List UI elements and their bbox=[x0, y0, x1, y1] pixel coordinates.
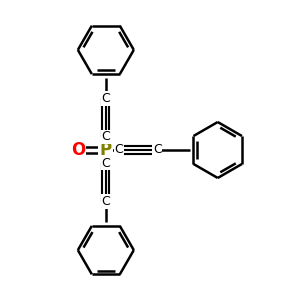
Text: C: C bbox=[101, 195, 110, 208]
Text: C: C bbox=[153, 143, 162, 157]
Text: C: C bbox=[101, 157, 110, 170]
Text: C: C bbox=[101, 130, 110, 143]
Text: C: C bbox=[101, 92, 110, 105]
Text: P: P bbox=[100, 141, 112, 159]
Text: C: C bbox=[115, 143, 124, 157]
Text: O: O bbox=[71, 141, 85, 159]
